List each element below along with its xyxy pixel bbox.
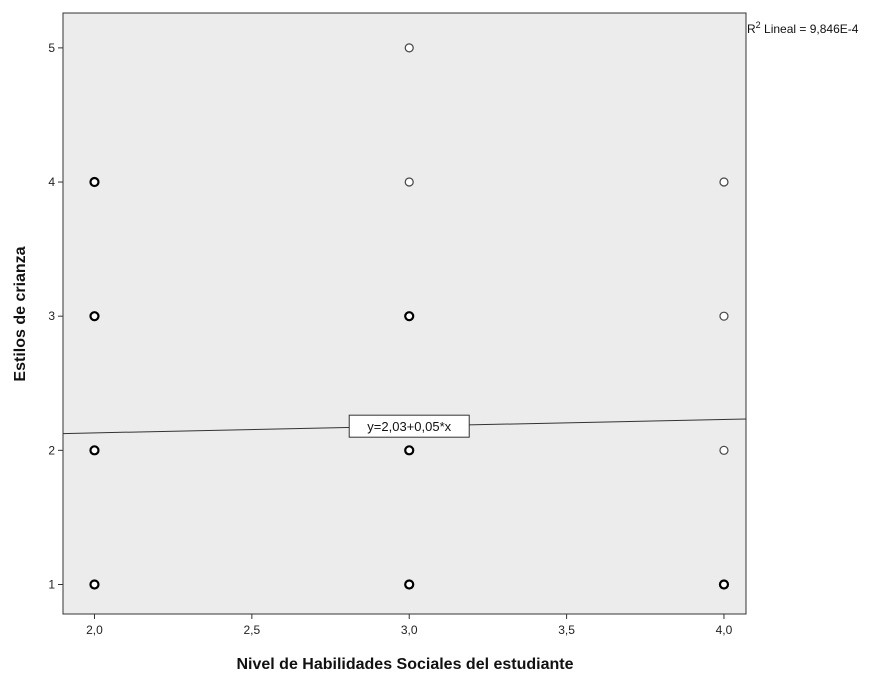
data-point — [89, 176, 100, 188]
equation-label-box — [348, 414, 470, 438]
x-axis-ticks: 2,0 2,5 3,0 3,5 4,0 — [86, 614, 733, 637]
x-tick-label: 2,0 — [86, 623, 103, 637]
data-point — [89, 445, 100, 456]
data-points — [89, 43, 730, 590]
fit-line-group: y=2,03+0,05*x — [62, 414, 747, 438]
x-tick-label: 2,5 — [244, 623, 261, 637]
y-tick-label: 4 — [48, 175, 55, 189]
y-tick-label: 2 — [48, 443, 55, 457]
data-point — [89, 579, 100, 590]
equation-label: y=2,03+0,05*x — [367, 419, 451, 434]
y-axis-title: Estilos de crianza — [12, 246, 29, 381]
r2-text: Lineal = 9,846E-4 — [761, 22, 859, 36]
y-tick-label: 5 — [48, 41, 55, 55]
x-tick-label: 3,0 — [401, 623, 418, 637]
data-point — [89, 311, 100, 322]
plot-area — [62, 12, 747, 615]
data-point — [404, 43, 414, 53]
y-axis-ticks: 1 2 3 4 5 — [48, 41, 63, 591]
data-point — [404, 311, 415, 322]
r2-prefix: R — [747, 22, 756, 36]
data-point — [719, 311, 729, 321]
r2-superscript: 2 — [756, 20, 761, 30]
data-point — [404, 445, 415, 456]
x-tick-label: 3,5 — [558, 623, 575, 637]
data-point — [404, 579, 415, 590]
data-point — [719, 445, 729, 455]
x-tick-label: 4,0 — [716, 623, 733, 637]
r2-legend: R2 Lineal = 9,846E-4 — [747, 20, 859, 36]
data-point — [718, 579, 730, 590]
data-point — [719, 177, 729, 187]
data-point — [404, 177, 414, 187]
x-axis-title: Nivel de Habilidades Sociales del estudi… — [236, 656, 573, 673]
y-tick-label: 1 — [48, 577, 55, 591]
y-tick-label: 3 — [48, 309, 55, 323]
